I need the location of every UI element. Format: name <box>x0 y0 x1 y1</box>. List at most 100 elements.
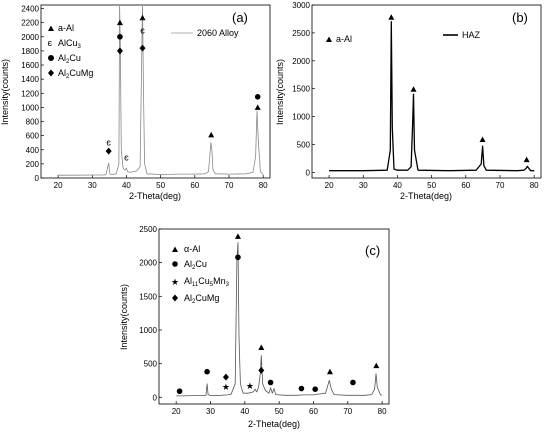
y-tick-label: 400 <box>26 146 40 155</box>
x-tick-label: 20 <box>172 407 181 416</box>
y-tick-label: 1000 <box>21 103 39 112</box>
x-tick-label: 70 <box>496 181 505 190</box>
x-tick-label: 60 <box>190 181 199 190</box>
diamond-peak-marker <box>139 44 146 52</box>
y-tick-label: 1000 <box>139 326 157 335</box>
diamond-marker-icon <box>172 294 178 302</box>
y-tick-label: 0 <box>35 174 40 183</box>
y-tick-label: 3000 <box>292 1 310 10</box>
panel-b-xlabel: 2-Theta(deg) <box>400 191 452 201</box>
legend-text: AlCu3 <box>58 38 82 50</box>
y-tick-label: 2000 <box>21 33 39 42</box>
legend-text: 2060 Alloy <box>197 28 239 38</box>
star-marker-icon: ★ <box>171 277 179 287</box>
panel-c-label: (c) <box>365 243 380 258</box>
y-tick-label: 2400 <box>21 5 39 14</box>
y-tick-label: 1600 <box>21 61 39 70</box>
x-tick-label: 50 <box>156 181 165 190</box>
panel-a-legend-alcu3: є AlCu3 <box>48 38 82 50</box>
panel-a-legend-al2cu: Al2Cu <box>48 53 81 65</box>
circle-peak-marker <box>298 385 305 392</box>
epsilon-peak-marker: є <box>140 25 145 35</box>
triangle-peak-marker <box>208 131 215 138</box>
x-tick-label: 60 <box>461 181 470 190</box>
circle-marker-icon <box>172 261 178 267</box>
panel-a-xlabel: 2-Theta(deg) <box>129 191 181 201</box>
triangle-peak-marker <box>388 14 395 20</box>
panel-a-ylabel: Intensity(counts) <box>0 59 10 125</box>
y-tick-label: 600 <box>26 132 40 141</box>
y-tick-label: 200 <box>26 160 40 169</box>
circle-marker-icon <box>48 55 54 61</box>
triangle-marker-icon <box>326 36 332 42</box>
diamond-peak-marker <box>105 147 112 155</box>
panel-c-legend-al2cumg: Al2CuMg <box>172 293 219 305</box>
legend-text: α-Al <box>184 244 200 254</box>
panel-b-label: (b) <box>512 10 528 25</box>
y-tick-label: 1200 <box>21 89 39 98</box>
x-tick-label: 40 <box>240 407 249 416</box>
triangle-marker-icon <box>172 246 178 252</box>
x-tick-label: 30 <box>88 181 97 190</box>
y-tick-label: 2500 <box>139 225 157 234</box>
legend-text: Al11Cu5Mn3 <box>184 276 230 288</box>
panel-c-legend-al2cu: Al2Cu <box>172 259 207 271</box>
epsilon-peak-marker: є <box>124 153 129 163</box>
panel-a-2060-alloy: (a) 2-Theta(deg) Intensity(counts) a-Al … <box>0 4 271 201</box>
triangle-peak-marker <box>523 156 530 163</box>
triangle-peak-marker <box>234 233 241 239</box>
panel-c-legend-al11cu5mn3: ★ Al11Cu5Mn3 <box>171 276 230 288</box>
x-tick-label: 30 <box>206 407 215 416</box>
triangle-peak-marker <box>373 362 380 369</box>
y-tick-label: 1400 <box>21 75 39 84</box>
legend-text: HAZ <box>462 30 481 40</box>
triangle-marker-icon <box>48 25 54 31</box>
y-tick-label: 800 <box>26 118 40 127</box>
circle-peak-marker <box>350 379 356 386</box>
circle-peak-marker <box>254 93 261 100</box>
diamond-marker-icon <box>48 69 54 77</box>
y-tick-label: 2200 <box>21 19 39 28</box>
panel-a-legend: a-Al є AlCu3 Al2Cu Al2CuMg <box>48 23 94 80</box>
y-tick-label: 500 <box>297 141 311 150</box>
panel-b-frame <box>311 4 542 179</box>
y-tick-label: 2000 <box>139 259 157 268</box>
x-tick-label: 70 <box>225 181 234 190</box>
x-tick-label: 20 <box>54 181 63 190</box>
panel-c-ylabel: Intensity(counts) <box>119 284 129 350</box>
panel-a-line-legend: 2060 Alloy <box>171 28 239 38</box>
panel-b-ylabel: Intensity(counts) <box>275 59 285 125</box>
panel-b-haz: (b) 2-Theta(deg) Intensity(counts) a-Al … <box>275 1 542 201</box>
legend-text: Al2CuMg <box>184 293 219 305</box>
x-tick-label: 50 <box>275 407 284 416</box>
x-tick-label: 60 <box>309 407 318 416</box>
star-peak-marker: ★ <box>222 382 230 392</box>
panel-b-legend-alpha-al: a-Al <box>326 34 352 44</box>
x-tick-label: 80 <box>259 181 268 190</box>
circle-peak-marker <box>235 254 241 261</box>
legend-text: a-Al <box>58 23 74 33</box>
x-tick-label: 40 <box>122 181 131 190</box>
x-tick-label: 40 <box>393 181 402 190</box>
y-tick-label: 2000 <box>292 57 310 66</box>
xrd-pattern-line <box>58 4 264 176</box>
triangle-peak-marker <box>139 14 146 21</box>
circle-peak-marker <box>176 388 183 395</box>
epsilon-marker-icon: є <box>48 38 53 48</box>
diamond-peak-marker <box>258 366 265 374</box>
circle-peak-marker <box>204 368 210 375</box>
legend-text: Al2Cu <box>184 259 207 271</box>
triangle-peak-marker <box>410 86 417 92</box>
y-tick-label: 1000 <box>292 113 310 122</box>
xrd-pattern-line <box>329 21 535 172</box>
panel-c-legend: α-Al Al2Cu ★ Al11Cu5Mn3 Al2CuMg <box>171 244 230 305</box>
panel-a-frame <box>40 4 271 179</box>
panel-a-label: (a) <box>232 10 248 25</box>
panel-c-frame <box>158 228 390 405</box>
circle-peak-marker <box>267 379 274 386</box>
epsilon-peak-marker: є <box>106 138 111 148</box>
y-tick-label: 1800 <box>21 47 39 56</box>
y-tick-label: 500 <box>144 360 158 369</box>
y-tick-label: 1500 <box>292 85 310 94</box>
